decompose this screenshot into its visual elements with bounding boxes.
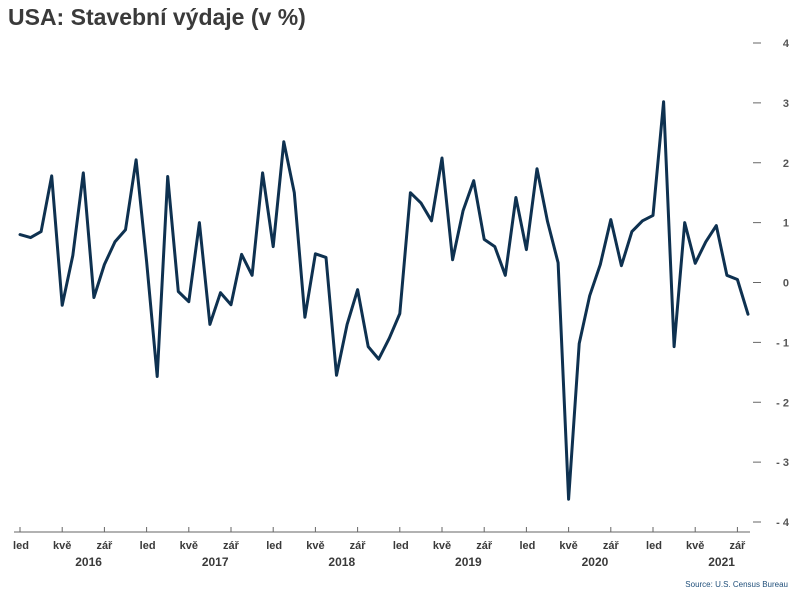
x-tick-label: led (646, 540, 662, 552)
x-tick-label: kvě (433, 540, 451, 552)
y-tick-label: - 4 (776, 517, 790, 529)
x-tick-label: kvě (686, 540, 704, 552)
y-tick-label: 3 (783, 98, 789, 110)
y-tick-label: 1 (783, 218, 789, 230)
year-label: 2021 (708, 555, 735, 569)
year-label: 2019 (455, 555, 482, 569)
y-tick-label: - 3 (776, 457, 789, 469)
x-tick-label: kvě (306, 540, 324, 552)
x-tick-label: led (393, 540, 409, 552)
y-tick-label: 0 (783, 278, 789, 290)
x-tick-label: zář (476, 540, 493, 552)
series-line (18, 100, 750, 501)
x-tick-label: led (13, 540, 29, 552)
year-label: 2016 (75, 555, 102, 569)
x-tick-label: kvě (180, 540, 198, 552)
x-tick-label: zář (603, 540, 620, 552)
x-axis: led kvě zář 2016 led kvě zář 2017 led kvě zář 2018 l… (13, 527, 750, 569)
chart-title: USA: Stavební výdaje (v %) (8, 4, 306, 30)
year-label: 2017 (202, 555, 229, 569)
x-tick-label: led (519, 540, 535, 552)
x-tick-label: led (140, 540, 156, 552)
year-label: 2018 (328, 555, 355, 569)
x-tick-label: kvě (559, 540, 577, 552)
y-tick-label: - 1 (776, 337, 789, 349)
y-tick-label: - 2 (776, 397, 789, 409)
x-tick-label: zář (729, 540, 746, 552)
x-tick-label: kvě (53, 540, 71, 552)
y-axis: - 4 - 3 - 2 - 1 0 1 2 3 4 (753, 38, 790, 529)
x-tick-label: zář (96, 540, 113, 552)
source-note: Source: U.S. Census Bureau (685, 580, 788, 589)
x-tick-label: zář (350, 540, 367, 552)
x-tick-label: led (266, 540, 282, 552)
plot-area (18, 100, 750, 501)
x-tick-label: zář (223, 540, 240, 552)
year-label: 2020 (582, 555, 609, 569)
y-tick-label: 2 (783, 158, 789, 170)
y-tick-label: 4 (783, 38, 790, 50)
